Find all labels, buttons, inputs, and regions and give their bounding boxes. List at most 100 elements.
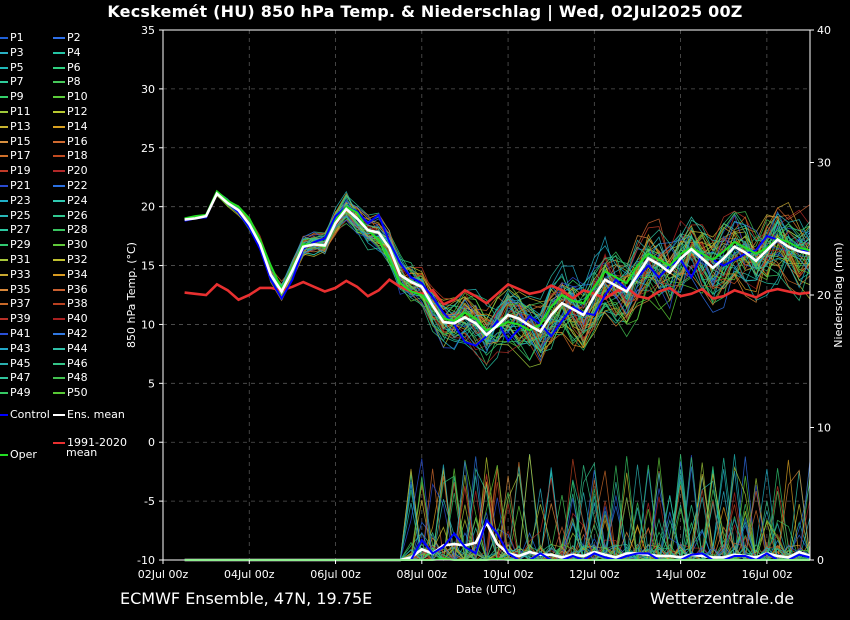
legend-item-p23: P23 xyxy=(0,194,31,207)
legend-swatch xyxy=(0,185,8,187)
legend-swatch xyxy=(0,214,8,217)
series-line-control-temp xyxy=(184,190,811,347)
legend-item-p29: P29 xyxy=(0,239,31,251)
legend-item-p36: P36 xyxy=(53,282,88,296)
legend-label: P27 xyxy=(10,223,31,237)
legend-swatch xyxy=(53,442,65,444)
x-tick-label: 08Jul 00z xyxy=(397,568,448,581)
legend-label: P12 xyxy=(67,105,88,118)
legend-swatch xyxy=(53,37,65,39)
legend-label: P32 xyxy=(67,253,88,266)
legend-label: Control xyxy=(10,408,50,421)
legend-item-p38: P38 xyxy=(53,298,88,310)
legend-swatch xyxy=(0,155,8,158)
legend-swatch xyxy=(0,170,8,173)
legend-label: P20 xyxy=(67,164,88,178)
legend-item-p41: P41 xyxy=(0,328,31,340)
legend-label: P11 xyxy=(10,105,31,118)
legend-item-p21: P21 xyxy=(0,180,31,192)
legend-item-p22: P22 xyxy=(53,180,88,192)
y-tick-label: 10 xyxy=(141,318,155,331)
legend-swatch xyxy=(0,259,8,261)
legend-swatch xyxy=(0,333,8,335)
legend-item-p45: P45 xyxy=(0,356,31,370)
legend-swatch xyxy=(0,392,8,395)
legend-swatch xyxy=(0,81,8,84)
legend-swatch xyxy=(53,96,65,99)
y-axis-label: 850 hPa Temp. (°C) xyxy=(125,242,138,348)
legend-item-p11: P11 xyxy=(0,106,31,118)
y2-tick-label: 30 xyxy=(817,157,831,170)
member-temp-line xyxy=(184,193,811,354)
legend-label: P3 xyxy=(10,45,24,59)
x-tick-label: 02Jul 00z xyxy=(138,568,189,581)
legend-label: P36 xyxy=(67,282,88,296)
legend-swatch xyxy=(0,125,8,128)
x-axis-ticks: 02Jul 00z 04Jul 00z 06Jul 00z 08Jul 00z 10Ju… xyxy=(138,560,792,581)
legend-label: P37 xyxy=(10,297,31,311)
legend-swatch xyxy=(53,66,65,69)
legend-item-p5: P5 xyxy=(0,60,24,74)
legend-label: P24 xyxy=(67,193,88,207)
legend-item-p24: P24 xyxy=(53,193,88,207)
legend-item-p42: P42 xyxy=(53,328,88,340)
legend-label: P33 xyxy=(10,267,31,281)
legend-swatch xyxy=(0,362,8,365)
legend-label: P30 xyxy=(67,238,88,252)
legend-label: P38 xyxy=(67,297,88,311)
x-tick-label: 14Jul 00z xyxy=(655,568,706,581)
member-temp-line xyxy=(184,194,811,353)
legend-label: P2 xyxy=(67,31,81,44)
legend-label: P49 xyxy=(10,386,31,400)
legend-item-p48: P48 xyxy=(53,372,88,384)
legend: P1 P2 P3 P4 P5 P6 P7 P8 P9 P10 P11 P12 P13 P14 P15 P16 P… xyxy=(0,32,135,472)
legend-label: P48 xyxy=(67,371,88,385)
legend-label: P40 xyxy=(67,312,88,326)
legend-swatch xyxy=(53,362,65,365)
legend-label: P25 xyxy=(10,208,31,222)
x-tick-label: 12Jul 00z xyxy=(569,568,620,581)
legend-label: P41 xyxy=(10,327,31,340)
legend-label: P5 xyxy=(10,60,24,74)
legend-swatch xyxy=(53,288,65,291)
legend-swatch xyxy=(0,199,8,202)
legend-item-p1: P1 xyxy=(0,32,24,44)
legend-swatch xyxy=(53,51,65,54)
legend-label: P22 xyxy=(67,179,88,192)
legend-item-p2: P2 xyxy=(53,32,81,44)
y-tick-label: 35 xyxy=(141,24,155,37)
legend-item-p20: P20 xyxy=(53,165,88,177)
legend-swatch xyxy=(53,318,65,321)
legend-swatch xyxy=(53,303,65,306)
legend-swatch xyxy=(0,66,8,69)
model-location-label: ECMWF Ensemble, 47N, 19.75E xyxy=(120,589,373,608)
y-tick-label: 20 xyxy=(141,201,155,214)
legend-swatch xyxy=(53,170,65,173)
legend-swatch xyxy=(53,81,65,84)
y2-tick-label: 0 xyxy=(817,554,824,567)
legend-swatch xyxy=(53,229,65,232)
legend-swatch xyxy=(0,273,8,276)
legend-item-p26: P26 xyxy=(53,209,88,222)
legend-label: P50 xyxy=(67,386,88,400)
legend-item-p6: P6 xyxy=(53,61,81,74)
legend-swatch xyxy=(0,347,8,350)
y-tick-label: 5 xyxy=(148,377,155,390)
y2-tick-label: 20 xyxy=(817,289,831,302)
legend-swatch xyxy=(0,318,8,321)
y-tick-label: -10 xyxy=(137,554,155,567)
legend-item-p7: P7 xyxy=(0,76,24,88)
legend-swatch xyxy=(53,273,65,276)
legend-item-p43: P43 xyxy=(0,342,31,355)
legend-label: P45 xyxy=(10,356,31,370)
member-temp-line xyxy=(184,193,811,354)
legend-label: 1991-2020 xyxy=(67,436,127,449)
legend-item-p44: P44 xyxy=(53,342,88,355)
legend-swatch xyxy=(0,111,8,113)
y-tick-label: 15 xyxy=(141,260,155,273)
legend-label: P29 xyxy=(10,238,31,252)
legend-swatch xyxy=(0,140,8,143)
legend-label: Ens. mean xyxy=(67,408,125,421)
legend-label: P10 xyxy=(67,90,88,104)
